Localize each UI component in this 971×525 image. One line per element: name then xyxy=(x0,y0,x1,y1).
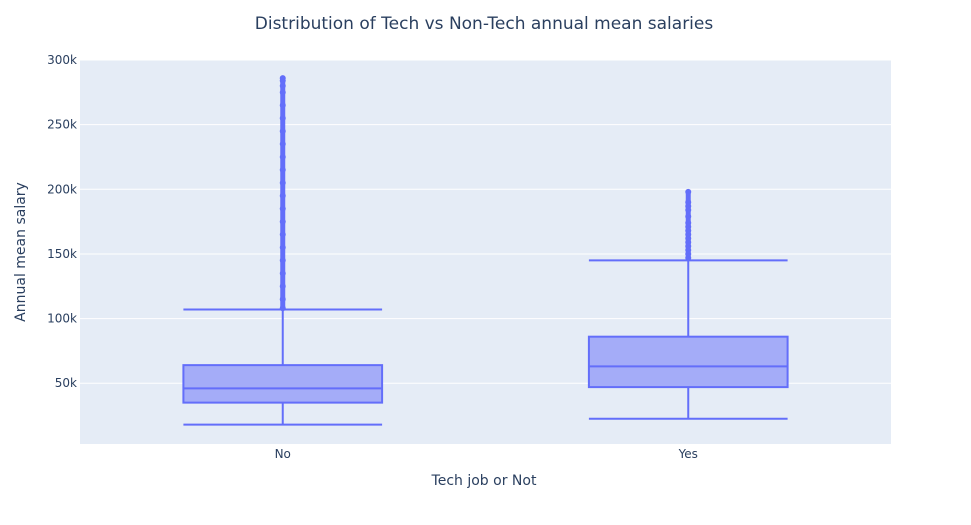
x-tick-labels: No Yes xyxy=(275,447,698,461)
iqr-box xyxy=(182,364,384,404)
y-tick-label: 200k xyxy=(47,182,77,196)
y-tick-label: 150k xyxy=(47,247,77,261)
x-tick-label: No xyxy=(275,447,291,461)
y-tick-label: 50k xyxy=(55,376,77,390)
y-tick-labels: 50k 100k 150k 200k 250k 300k xyxy=(47,53,77,390)
x-axis-title: Tech job or Not xyxy=(431,473,537,489)
boxes xyxy=(182,75,789,426)
chart-title: Distribution of Tech vs Non-Tech annual … xyxy=(255,14,714,34)
iqr-box xyxy=(587,335,789,389)
y-tick-label: 300k xyxy=(47,53,77,67)
box-no xyxy=(182,75,384,426)
y-axis-title: Annual mean salary xyxy=(13,182,29,322)
x-tick-label: Yes xyxy=(678,447,698,461)
y-tick-label: 100k xyxy=(47,312,77,326)
y-tick-label: 250k xyxy=(47,118,77,132)
box-yes xyxy=(587,188,789,420)
